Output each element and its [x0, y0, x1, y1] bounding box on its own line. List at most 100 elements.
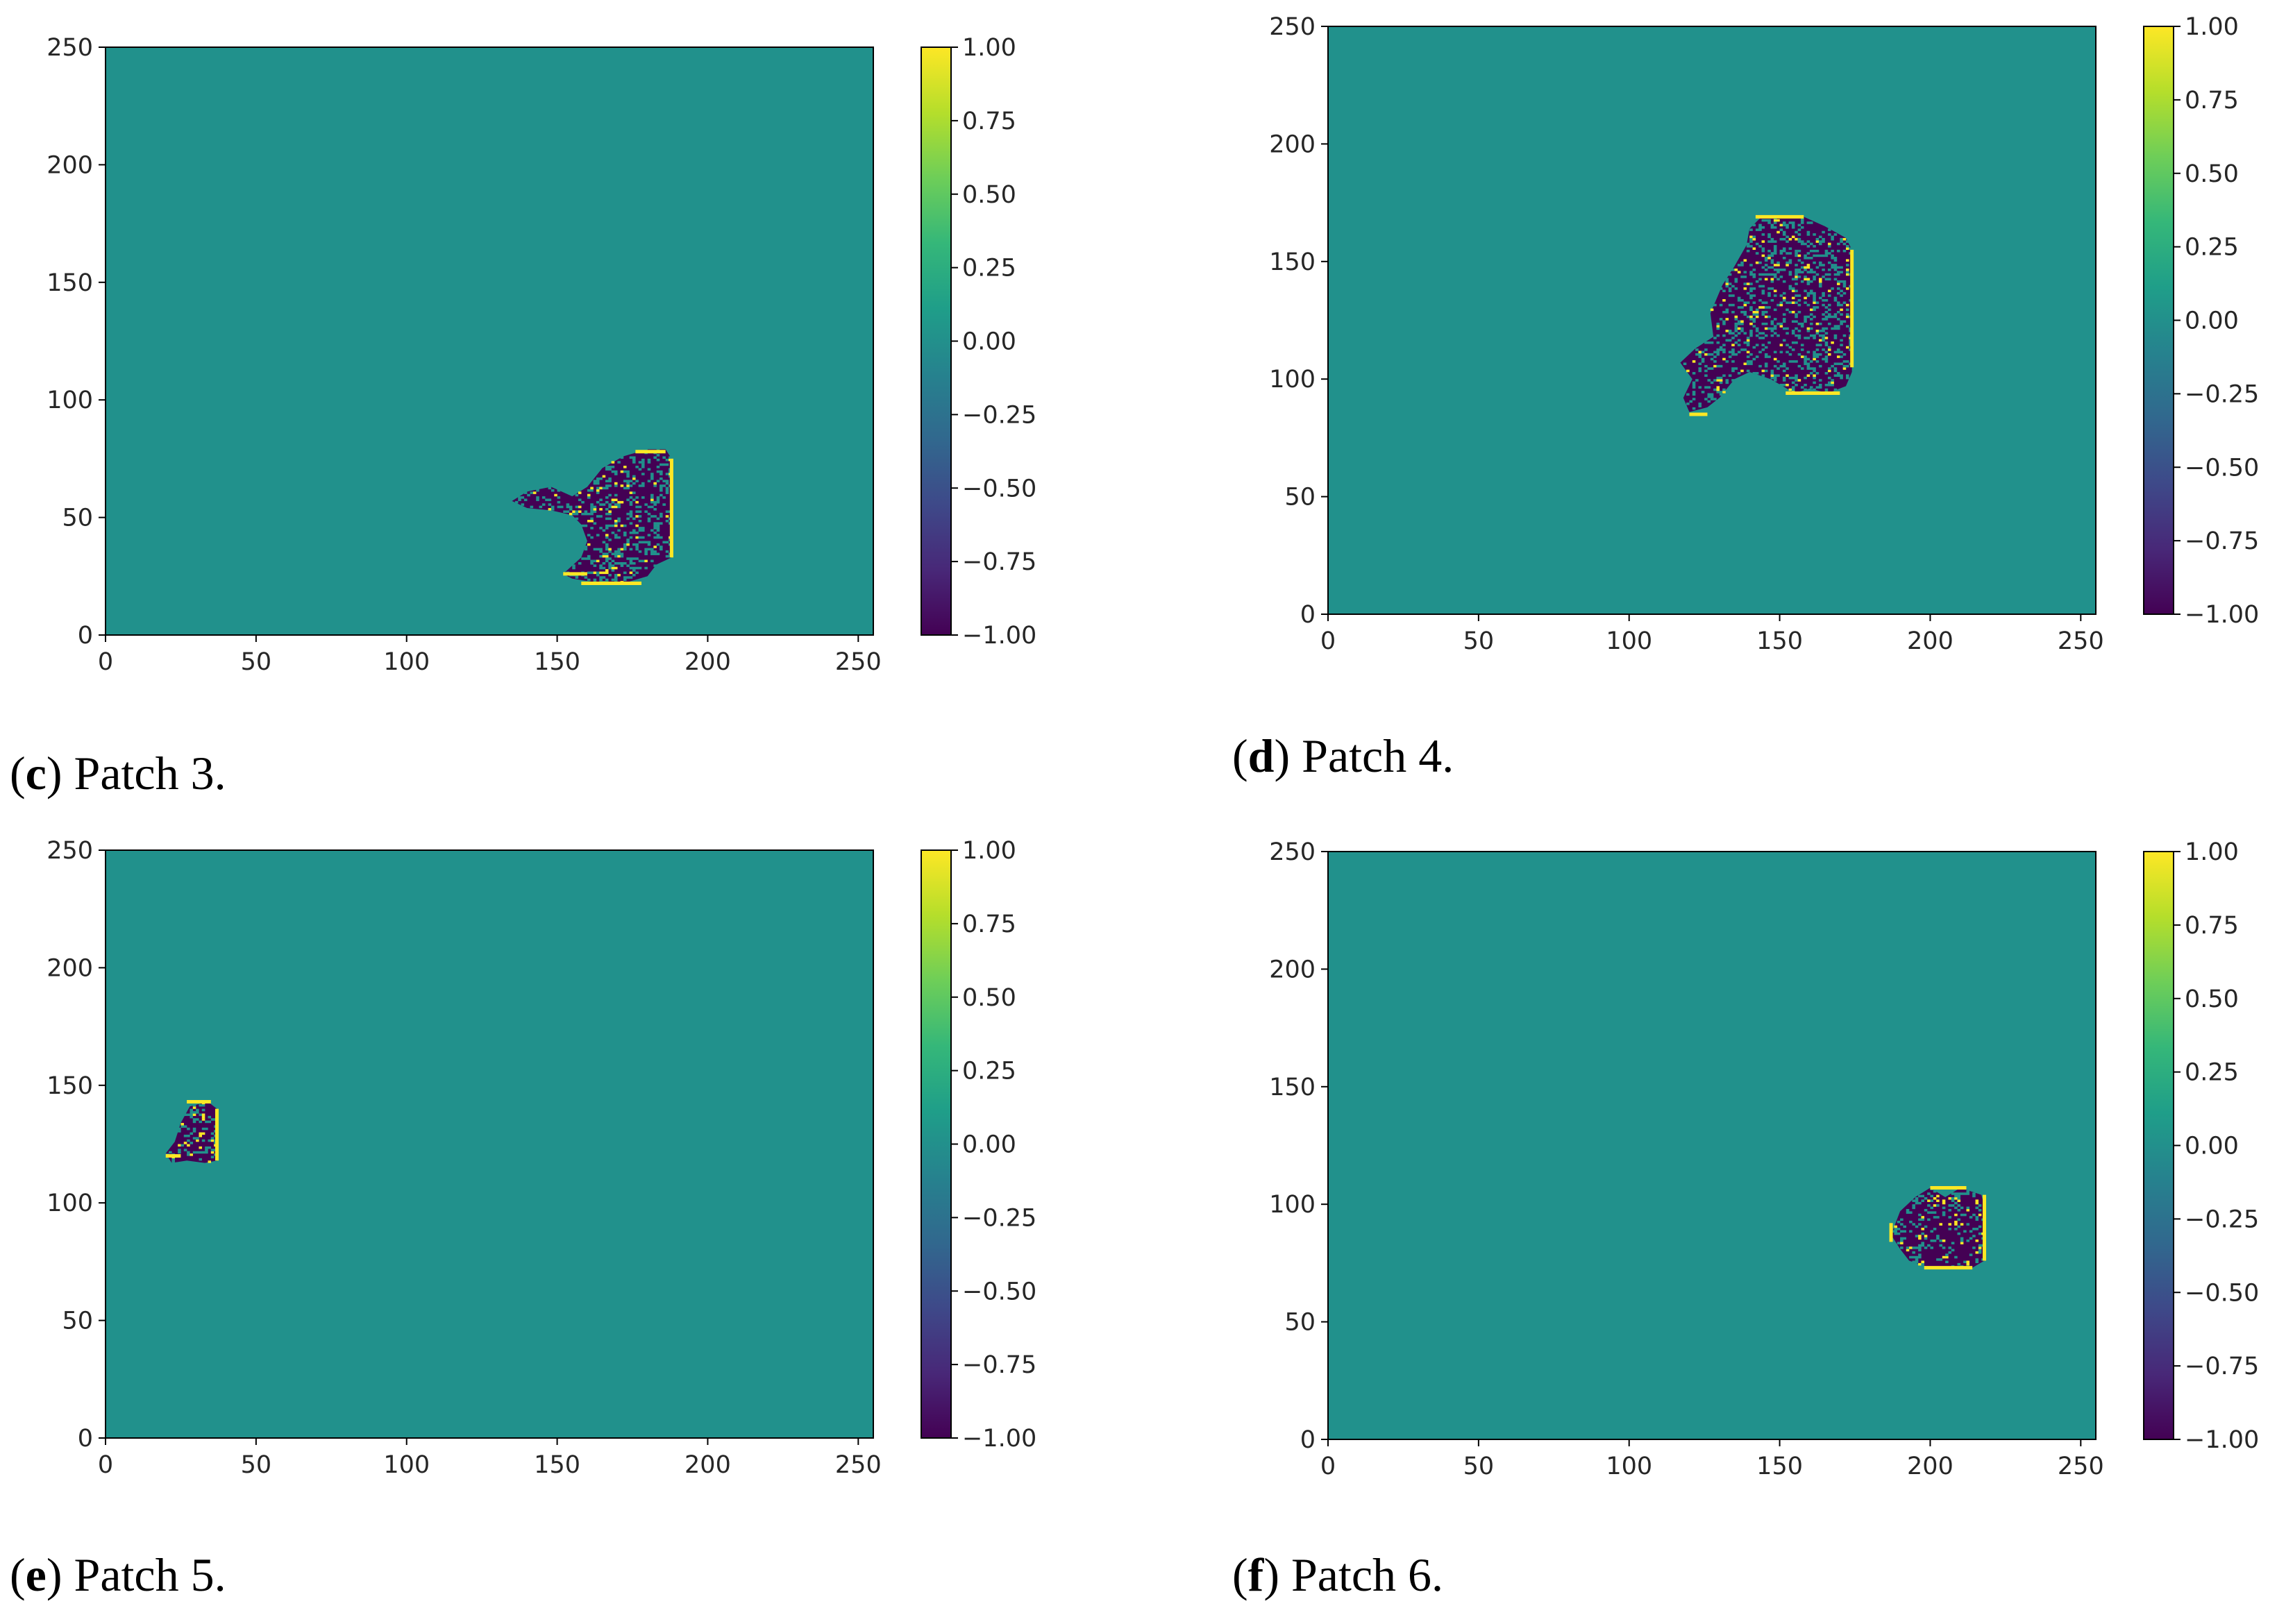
x-tick-label: 100 — [1606, 1453, 1652, 1480]
colorbar-tick-label: 0.75 — [2185, 912, 2239, 940]
colorbar-tick-label: 0.50 — [2185, 986, 2239, 1013]
x-tick-label: 0 — [1320, 1453, 1336, 1480]
caption-text-e: Patch 5. — [74, 1548, 226, 1601]
colorbar-tick-label: 0.00 — [2185, 1133, 2239, 1160]
y-tick-label: 150 — [1269, 1074, 1316, 1101]
y-tick-label: 100 — [47, 387, 93, 414]
patch-noise — [1683, 217, 1852, 410]
y-tick-label: 50 — [62, 1308, 93, 1335]
axes-frame — [1327, 26, 2097, 615]
colorbar-tick-label: −0.50 — [962, 1278, 1036, 1305]
heatmap-background — [106, 47, 873, 635]
caption-text-f: Patch 6. — [1291, 1548, 1444, 1601]
colorbar-tick-label: 0.75 — [962, 911, 1016, 938]
colorbar-tick-label: 0.00 — [962, 1131, 1016, 1159]
colorbar-tick-label: 0.00 — [2185, 307, 2239, 335]
heatmap-d: 0 50 100 150 200 250 0 50 100 150 200 250 1.00 0.75 0.… — [1269, 13, 2259, 655]
heatmap-c: 0 50 100 150 200 250 0 50 100 150 200 250 1.00 0.75 0.… — [47, 34, 1036, 676]
colorbar-tick-label: −1.00 — [2185, 601, 2259, 629]
heatmap-f: 0 50 100 150 200 250 0 50 100 150 200 250 1.00 0.75 0.… — [1269, 838, 2259, 1480]
colorbar-tick-label: −0.25 — [2185, 380, 2259, 408]
caption-f: (f) Patch 6. — [1232, 1548, 1444, 1601]
x-tick-label: 200 — [684, 1451, 731, 1479]
y-tick-label: 200 — [1269, 956, 1316, 983]
colorbar-tick-label: −0.25 — [962, 401, 1036, 429]
x-tick-label: 50 — [241, 1451, 272, 1479]
patch-noise — [514, 449, 672, 584]
colorbar — [2143, 26, 2174, 615]
y-tick-label: 250 — [1269, 838, 1316, 866]
y-tick-label: 250 — [47, 34, 93, 62]
colorbar-tick-label: −1.00 — [962, 1425, 1036, 1453]
colorbar-tick-label: 0.25 — [962, 255, 1016, 282]
colorbar-tick-label: 1.00 — [962, 34, 1016, 62]
x-tick-label: 250 — [2058, 1453, 2104, 1480]
y-tick-label: 0 — [78, 1425, 93, 1453]
caption-d: (d) Patch 4. — [1232, 729, 1454, 782]
colorbar-tick-label: −0.75 — [962, 1351, 1036, 1379]
x-tick-label: 50 — [241, 648, 272, 676]
colorbar-tick-label: 0.50 — [2185, 160, 2239, 188]
colorbar-tick-label: −0.50 — [2185, 1279, 2259, 1307]
x-tick-label: 0 — [1320, 627, 1336, 655]
y-tick-label: 150 — [1269, 248, 1316, 276]
colorbar-tick-label: −0.75 — [2185, 527, 2259, 555]
colorbar-tick-label: 0.75 — [2185, 87, 2239, 115]
colorbar-tick-label: −0.25 — [962, 1204, 1036, 1232]
y-tick-label: 250 — [47, 837, 93, 865]
caption-text-d: Patch 4. — [1302, 729, 1454, 782]
y-tick-label: 200 — [47, 151, 93, 179]
colorbar-tick-label: −1.00 — [2185, 1426, 2259, 1454]
caption-text-c: Patch 3. — [74, 747, 226, 800]
x-tick-label: 250 — [2058, 627, 2104, 655]
x-tick-label: 200 — [684, 648, 731, 676]
x-tick-label: 150 — [1756, 627, 1803, 655]
x-tick-label: 0 — [98, 1451, 113, 1479]
y-tick-label: 200 — [1269, 130, 1316, 158]
x-tick-label: 250 — [835, 648, 882, 676]
y-tick-label: 200 — [47, 954, 93, 982]
x-tick-label: 150 — [1756, 1453, 1803, 1480]
x-tick-label: 50 — [1463, 627, 1495, 655]
caption-letter-f: f — [1247, 1548, 1264, 1601]
axes-frame — [105, 46, 874, 636]
axes-frame — [1327, 851, 2097, 1440]
y-tick-label: 150 — [47, 269, 93, 297]
chart-panel-d: 0 50 100 150 200 250 0 50 100 150 200 250 1.00 0.75 0.… — [1138, 0, 2277, 812]
caption-letter-d: d — [1247, 729, 1275, 782]
y-tick-label: 50 — [1284, 484, 1316, 511]
colorbar — [921, 849, 952, 1439]
caption-letter-c: c — [25, 747, 47, 800]
y-tick-label: 0 — [1300, 601, 1316, 629]
caption-letter-e: e — [25, 1548, 47, 1601]
x-tick-label: 0 — [98, 648, 113, 676]
x-tick-label: 150 — [534, 1451, 580, 1479]
chart-panel-f: 0 50 100 150 200 250 0 50 100 150 200 250 1.00 0.75 0.… — [1138, 812, 2277, 1624]
colorbar-tick-label: −1.00 — [962, 622, 1036, 650]
chart-panel-c: 0 50 100 150 200 250 0 50 100 150 200 250 1.00 0.75 0.… — [0, 0, 1138, 812]
colorbar-tick-label: 0.25 — [962, 1058, 1016, 1085]
x-tick-label: 150 — [534, 648, 580, 676]
colorbar — [921, 46, 952, 636]
chart-panel-e: 0 50 100 150 200 250 0 50 100 150 200 250 1.00 0.75 0.… — [0, 812, 1138, 1624]
y-tick-label: 250 — [1269, 13, 1316, 41]
y-tick-label: 50 — [1284, 1309, 1316, 1337]
y-tick-label: 150 — [47, 1072, 93, 1100]
colorbar-tick-label: 0.00 — [962, 328, 1016, 356]
colorbar-tick-label: −0.50 — [2185, 454, 2259, 482]
colorbar — [2143, 851, 2174, 1440]
colorbar-tick-label: −0.50 — [962, 475, 1036, 502]
caption-e: (e) Patch 5. — [10, 1548, 226, 1601]
y-tick-label: 0 — [78, 622, 93, 650]
x-tick-label: 100 — [383, 1451, 430, 1479]
heatmap-e: 0 50 100 150 200 250 0 50 100 150 200 250 1.00 0.75 0.… — [47, 837, 1036, 1479]
y-tick-label: 0 — [1300, 1426, 1316, 1454]
x-tick-label: 200 — [1907, 1453, 1953, 1480]
y-tick-label: 100 — [47, 1190, 93, 1217]
x-tick-label: 50 — [1463, 1453, 1495, 1480]
y-tick-label: 100 — [1269, 1191, 1316, 1219]
x-tick-label: 250 — [835, 1451, 882, 1479]
x-tick-label: 100 — [383, 648, 430, 676]
colorbar-tick-label: −0.25 — [2185, 1206, 2259, 1233]
colorbar-tick-label: 1.00 — [2185, 13, 2239, 41]
